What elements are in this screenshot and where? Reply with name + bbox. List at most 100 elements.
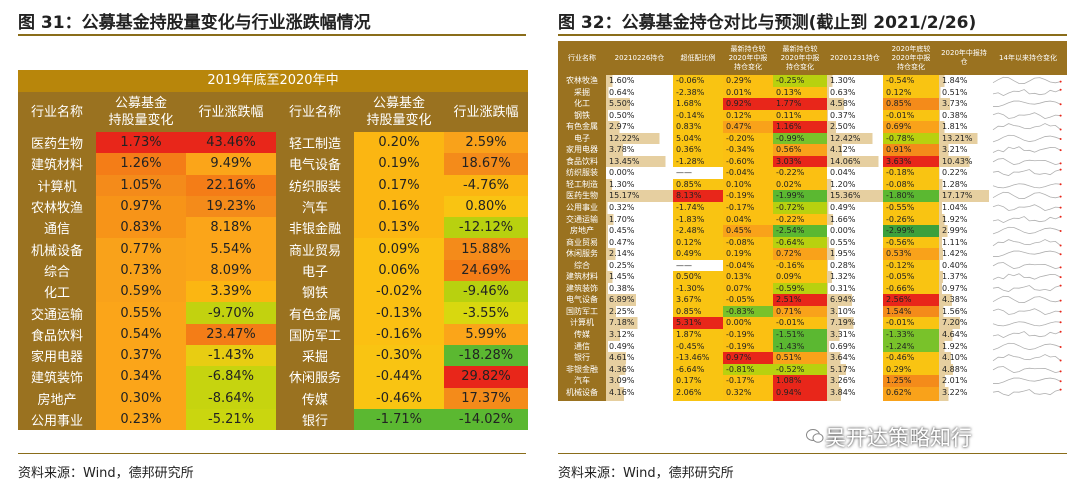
industry-name: 汽车 bbox=[276, 195, 354, 218]
sparkline-marker bbox=[1059, 88, 1062, 91]
right-table: 行业名称 20210226持仓 超低配比例 最新持仓较 2020年中报 持仓变化 最新持… bbox=[558, 41, 1067, 402]
sparkline-path bbox=[992, 284, 1061, 292]
sparkline-path bbox=[992, 76, 1061, 84]
value-cell: 0.04% bbox=[827, 167, 883, 182]
industry-name: 商业贸易 bbox=[276, 238, 354, 260]
value-cell: 0.49% bbox=[673, 248, 723, 263]
value-cell: 17.17% bbox=[939, 190, 989, 206]
value-cell: -4.76% bbox=[444, 174, 528, 196]
industry-name: 电子 bbox=[276, 259, 354, 282]
value-cell: 7.18% bbox=[606, 317, 673, 333]
value-cell: -0.60% bbox=[723, 155, 773, 171]
value-cell: -0.04% bbox=[723, 259, 773, 275]
sparkline-cell bbox=[989, 237, 1067, 252]
industry-name: 机械设备 bbox=[558, 386, 606, 402]
sparkline-cell bbox=[989, 260, 1067, 275]
right-table-row: 计算机 7.18% 5.31% 0.00% -0.01% 7.19% -0.01% 7.20% bbox=[558, 317, 1067, 333]
sparkline-marker bbox=[1059, 149, 1062, 152]
sparkline-path bbox=[992, 100, 1061, 108]
sparkline bbox=[992, 388, 1062, 396]
sparkline-cell bbox=[989, 87, 1067, 102]
value-cell: -0.19% bbox=[723, 190, 773, 206]
sparkline-marker bbox=[1059, 380, 1062, 383]
value-cell: 0.06% bbox=[354, 259, 444, 282]
value-cell: -0.55% bbox=[883, 202, 939, 217]
sparkline bbox=[992, 365, 1062, 373]
value-cell: -2.99% bbox=[883, 225, 939, 240]
value-cell: 0.71% bbox=[773, 305, 827, 321]
sparkline-cell bbox=[989, 364, 1067, 379]
value-cell: 2.51% bbox=[773, 294, 827, 309]
value-cell: 0.73% bbox=[96, 259, 186, 282]
sparkline-path bbox=[992, 388, 1061, 396]
left-table-body: 医药生物 1.73% 43.46% 轻工制造 0.20% 2.59% 建筑材料 1.26% 9.… bbox=[18, 132, 528, 431]
value-cell: 0.37% bbox=[96, 344, 186, 367]
value-cell: 6.89% bbox=[606, 294, 673, 309]
industry-name: 休闲服务 bbox=[276, 366, 354, 388]
value-cell: 0.97% bbox=[939, 282, 989, 298]
value-cell: -0.78% bbox=[883, 132, 939, 148]
value-cell: 4.58% bbox=[827, 98, 883, 113]
value-cell: -0.01% bbox=[883, 317, 939, 333]
value-cell: 5.31% bbox=[673, 317, 723, 333]
value-cell: 0.25% bbox=[606, 259, 673, 275]
right-header-cell: 20210226持仓 bbox=[614, 53, 665, 62]
right-table-row: 建筑装饰 0.38% -1.30% 0.07% -0.59% 0.31% -0.66% 0.9… bbox=[558, 282, 1067, 298]
value-cell: -13.46% bbox=[673, 352, 723, 367]
value-cell: 0.83% bbox=[673, 121, 723, 136]
value-cell: 0.37% bbox=[827, 109, 883, 125]
right-table-body: 农林牧渔 1.60% -0.06% 0.29% -0.25% 1.30% -0.54% 1.8… bbox=[558, 75, 1067, 402]
industry-name: 农林牧渔 bbox=[18, 195, 96, 218]
value-cell: 0.36% bbox=[673, 144, 723, 159]
value-cell: 1.66% bbox=[827, 213, 883, 229]
value-cell: 3.10% bbox=[827, 305, 883, 321]
left-title-rule bbox=[18, 34, 526, 36]
industry-name: 化工 bbox=[18, 281, 96, 303]
value-cell: 2.56% bbox=[883, 294, 939, 309]
left-table-row: 房地产 0.30% -8.64% 传媒 -0.46% 17.37% bbox=[18, 387, 528, 409]
value-cell: 0.55% bbox=[96, 302, 186, 324]
sparkline-cell bbox=[989, 225, 1067, 240]
value-cell: -0.22% bbox=[773, 167, 827, 182]
value-cell: 1.45% bbox=[606, 271, 673, 286]
right-table-row: 有色金属 2.97% 0.83% 0.47% 1.16% 2.50% 0.69% 1.81% bbox=[558, 121, 1067, 136]
value-cell: 0.63% bbox=[827, 86, 883, 102]
industry-name: 非银金融 bbox=[276, 217, 354, 239]
value-cell: 1.32% bbox=[827, 271, 883, 286]
industry-name: 建筑材料 bbox=[558, 271, 606, 286]
industry-name: 采掘 bbox=[276, 344, 354, 367]
value-cell: 1.73% bbox=[96, 132, 186, 154]
value-cell: -1.24% bbox=[883, 340, 939, 356]
sparkline-cell bbox=[989, 306, 1067, 321]
sparkline-path bbox=[992, 88, 1061, 96]
value-cell: 0.32% bbox=[606, 202, 673, 217]
value-cell: 0.85% bbox=[673, 305, 723, 321]
value-cell: 4.88% bbox=[939, 363, 989, 379]
sparkline-marker bbox=[1059, 321, 1062, 324]
sparkline bbox=[992, 146, 1062, 154]
sparkline bbox=[992, 238, 1062, 247]
value-cell: 0.23% bbox=[96, 408, 186, 431]
wechat-icon bbox=[806, 429, 824, 443]
value-cell: -1.28% bbox=[673, 155, 723, 171]
value-cell: 0.47% bbox=[606, 236, 673, 252]
value-cell: 15.17% bbox=[606, 190, 673, 206]
value-cell: 0.85% bbox=[883, 98, 939, 113]
value-cell: 1.04% bbox=[939, 202, 989, 217]
sparkline-marker bbox=[1059, 80, 1062, 83]
value-cell: 0.29% bbox=[723, 75, 773, 90]
sparkline-marker bbox=[1059, 215, 1062, 218]
value-cell: 0.49% bbox=[606, 340, 673, 356]
value-cell: 1.81% bbox=[939, 121, 989, 136]
value-cell: -0.20% bbox=[723, 132, 773, 148]
value-cell: —— bbox=[673, 259, 723, 275]
sparkline-cell bbox=[989, 202, 1067, 217]
value-cell: 3.31% bbox=[827, 329, 883, 344]
sparkline bbox=[992, 100, 1062, 108]
sparkline-path bbox=[992, 146, 1061, 154]
industry-name: 房地产 bbox=[18, 387, 96, 409]
sparkline-path bbox=[992, 226, 1061, 235]
industry-name: 汽车 bbox=[558, 375, 606, 390]
value-cell: -0.08% bbox=[723, 236, 773, 252]
value-cell: 0.38% bbox=[939, 109, 989, 125]
